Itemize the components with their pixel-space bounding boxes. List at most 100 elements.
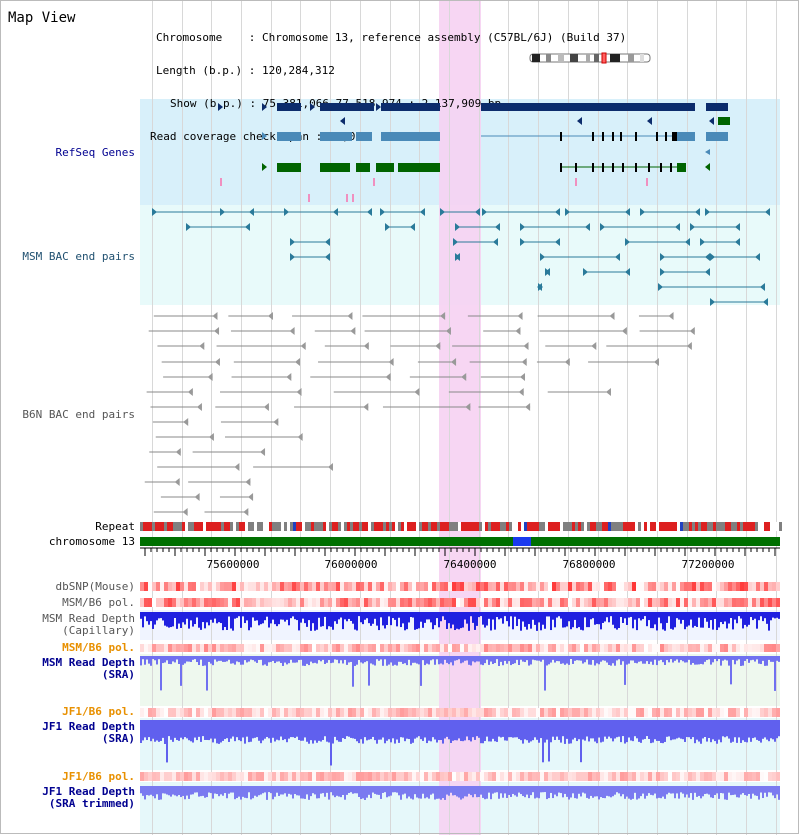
depth-bar[interactable] (584, 612, 586, 618)
depth-bar[interactable] (558, 612, 560, 617)
depth-bar[interactable] (604, 720, 606, 737)
repeat-segment[interactable] (440, 522, 443, 531)
depth-bar[interactable] (142, 720, 144, 741)
polymorphism-cell[interactable] (356, 598, 360, 607)
polymorphism-cell[interactable] (256, 598, 260, 607)
refseq-exon[interactable] (277, 163, 301, 172)
depth-bar[interactable] (380, 612, 382, 618)
polymorphism-cell[interactable] (624, 582, 628, 591)
msm-bac-end[interactable] (245, 223, 250, 231)
polymorphism-cell[interactable] (736, 582, 740, 591)
depth-bar[interactable] (622, 786, 624, 795)
depth-bar[interactable] (608, 612, 610, 623)
depth-bar[interactable] (446, 720, 448, 737)
depth-bar[interactable] (370, 720, 372, 740)
depth-bar[interactable] (742, 656, 744, 666)
polymorphism-cell[interactable] (148, 708, 152, 717)
polymorphism-cell[interactable] (428, 644, 432, 652)
refseq-exon[interactable] (635, 163, 637, 172)
depth-bar[interactable] (772, 656, 774, 662)
repeat-segment[interactable] (515, 522, 518, 531)
depth-bar[interactable] (554, 720, 556, 741)
depth-bar[interactable] (512, 786, 514, 794)
depth-bar[interactable] (200, 656, 202, 660)
polymorphism-cell[interactable] (728, 598, 732, 607)
polymorphism-cell[interactable] (656, 582, 660, 591)
depth-bar[interactable] (616, 656, 618, 661)
polymorphism-cell[interactable] (552, 644, 556, 652)
polymorphism-cell[interactable] (532, 598, 536, 607)
polymorphism-cell[interactable] (548, 598, 552, 607)
depth-bar[interactable] (174, 720, 176, 738)
repeat-segment[interactable] (254, 522, 257, 531)
depth-bar[interactable] (736, 720, 738, 743)
polymorphism-cell[interactable] (448, 644, 452, 652)
refseq-exon[interactable] (277, 132, 301, 141)
depth-bar[interactable] (436, 720, 438, 743)
polymorphism-cell[interactable] (412, 772, 416, 781)
polymorphism-cell[interactable] (200, 598, 204, 607)
depth-bar[interactable] (468, 656, 470, 665)
depth-bar[interactable] (594, 612, 596, 625)
depth-bar[interactable] (208, 786, 210, 793)
depth-bar[interactable] (528, 656, 530, 666)
depth-bar[interactable] (376, 612, 378, 626)
polymorphism-cell[interactable] (308, 708, 312, 717)
polymorphism-cell[interactable] (408, 582, 412, 591)
polymorphism-cell[interactable] (448, 582, 452, 591)
polymorphism-cell[interactable] (616, 772, 620, 781)
polymorphism-cell[interactable] (328, 598, 332, 607)
polymorphism-cell[interactable] (280, 582, 284, 591)
depth-bar[interactable] (572, 656, 574, 664)
msm-bac-end[interactable] (290, 238, 295, 246)
polymorphism-cell[interactable] (712, 772, 716, 781)
polymorphism-cell[interactable] (376, 772, 380, 781)
polymorphism-cell[interactable] (368, 772, 372, 781)
depth-bar[interactable] (682, 720, 684, 740)
b6n-bac-end[interactable] (465, 403, 471, 411)
depth-bar[interactable] (470, 656, 472, 666)
repeat-segment[interactable] (356, 522, 359, 531)
polymorphism-cell[interactable] (348, 644, 352, 652)
polymorphism-cell[interactable] (572, 644, 576, 652)
polymorphism-cell[interactable] (596, 644, 600, 652)
polymorphism-cell[interactable] (196, 772, 200, 781)
depth-bar[interactable] (182, 786, 184, 796)
msm-bac-end[interactable] (220, 208, 225, 216)
depth-bar[interactable] (178, 786, 180, 796)
refseq-mark[interactable] (352, 194, 354, 202)
polymorphism-cell[interactable] (608, 708, 612, 717)
polymorphism-cell[interactable] (180, 582, 184, 591)
depth-bar[interactable] (328, 786, 330, 800)
polymorphism-cell[interactable] (276, 708, 280, 717)
polymorphism-cell[interactable] (388, 582, 392, 591)
polymorphism-cell[interactable] (776, 598, 780, 607)
depth-bar[interactable] (374, 612, 376, 619)
repeat-segment[interactable] (461, 522, 464, 531)
polymorphism-cell[interactable] (568, 772, 572, 781)
polymorphism-cell[interactable] (400, 582, 404, 591)
polymorphism-cell[interactable] (568, 644, 572, 652)
depth-bar[interactable] (166, 656, 168, 661)
polymorphism-cell[interactable] (524, 582, 528, 591)
depth-bar[interactable] (720, 786, 722, 793)
polymorphism-cell[interactable] (524, 708, 528, 717)
depth-bar[interactable] (382, 786, 384, 793)
polymorphism-cell[interactable] (736, 598, 740, 607)
depth-bar[interactable] (434, 656, 436, 665)
b6n-bac-end[interactable] (194, 493, 200, 501)
repeat-segment[interactable] (395, 522, 398, 531)
depth-bar[interactable] (386, 786, 388, 798)
polymorphism-cell[interactable] (764, 708, 768, 717)
refseq-exon[interactable] (381, 132, 440, 141)
depth-bar[interactable] (456, 612, 458, 629)
depth-bar[interactable] (596, 786, 598, 797)
track-label-msm-b6-pol-1[interactable]: MSM/B6 pol. (62, 596, 135, 609)
depth-bar[interactable] (408, 656, 410, 660)
depth-bar[interactable] (406, 720, 408, 739)
depth-bar[interactable] (388, 720, 390, 740)
polymorphism-cell[interactable] (176, 598, 180, 607)
depth-bar[interactable] (158, 720, 160, 742)
polymorphism-cell[interactable] (752, 644, 756, 652)
depth-bar[interactable] (498, 786, 500, 799)
